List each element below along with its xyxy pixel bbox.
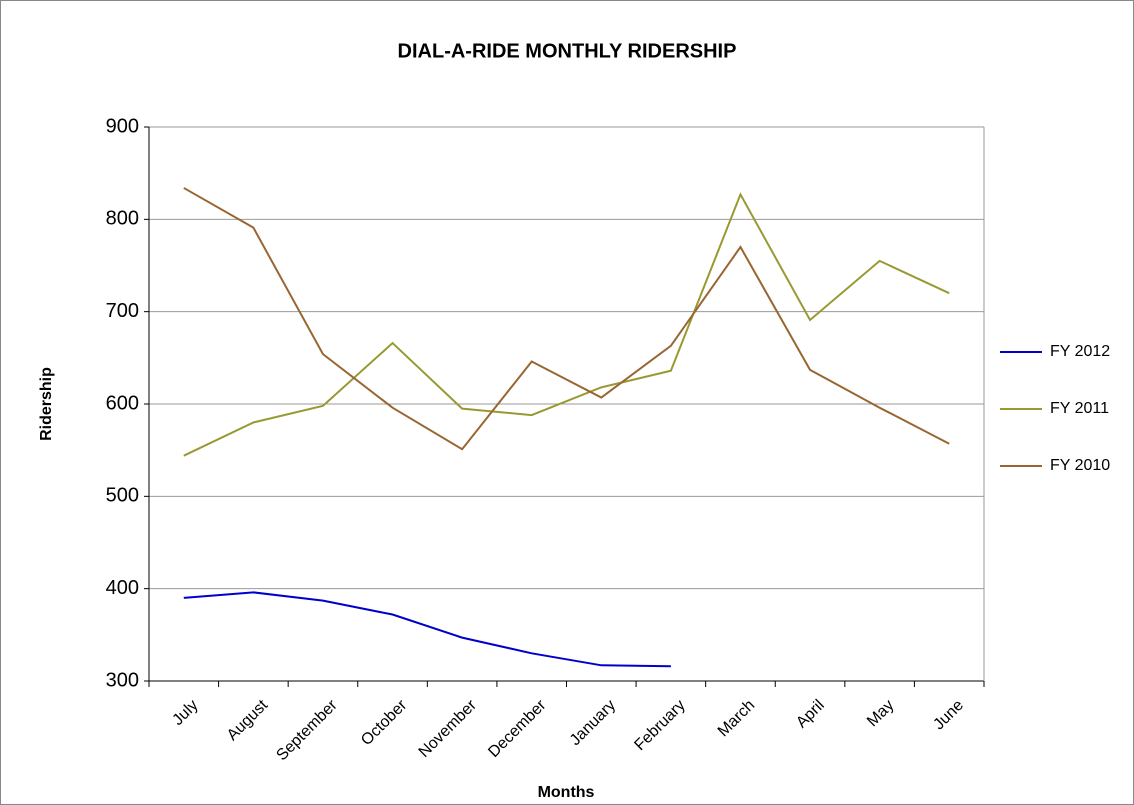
series-line	[183, 591, 671, 668]
legend-label: FY 2012	[1050, 343, 1110, 360]
y-axis-label: Ridership	[38, 367, 55, 441]
y-tick-label: 900	[106, 115, 139, 137]
y-tick-label: 700	[106, 300, 139, 322]
y-tick-label: 400	[106, 577, 139, 599]
series-line	[183, 187, 950, 451]
y-tick-label: 500	[106, 485, 139, 507]
y-tick-label: 600	[106, 392, 139, 414]
series-line	[183, 192, 950, 457]
y-tick-label: 800	[106, 208, 139, 230]
y-tick-label: 300	[106, 669, 139, 691]
x-axis-label: Months	[538, 784, 595, 801]
legend-label: FY 2011	[1050, 400, 1109, 417]
legend-label: FY 2010	[1050, 457, 1110, 474]
chart-title: DIAL-A-RIDE MONTHLY RIDERSHIP	[398, 40, 737, 62]
